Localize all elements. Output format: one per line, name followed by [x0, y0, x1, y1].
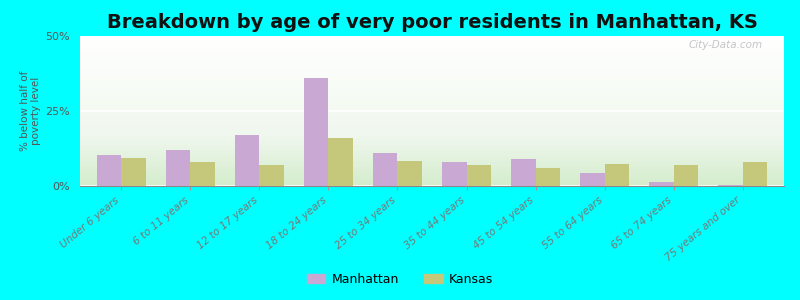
Bar [580, 172, 605, 186]
Bar [166, 150, 190, 186]
Bar [535, 168, 560, 186]
Y-axis label: % below half of
poverty level: % below half of poverty level [20, 71, 42, 151]
Legend: Manhattan, Kansas: Manhattan, Kansas [302, 268, 498, 291]
Bar [304, 78, 329, 186]
Bar [122, 158, 146, 186]
Title: Breakdown by age of very poor residents in Manhattan, KS: Breakdown by age of very poor residents … [106, 13, 758, 32]
Bar [329, 138, 353, 186]
Text: City-Data.com: City-Data.com [689, 40, 763, 50]
Bar [190, 162, 214, 186]
Bar [98, 154, 122, 186]
Bar [466, 165, 490, 186]
Bar [398, 160, 422, 186]
Bar [235, 135, 259, 186]
Bar [511, 159, 535, 186]
Bar [374, 153, 398, 186]
Bar [259, 165, 284, 186]
Bar [605, 164, 629, 186]
Bar [442, 162, 466, 186]
Bar [718, 184, 742, 186]
Bar [650, 182, 674, 186]
Bar [674, 165, 698, 186]
Bar [742, 162, 766, 186]
